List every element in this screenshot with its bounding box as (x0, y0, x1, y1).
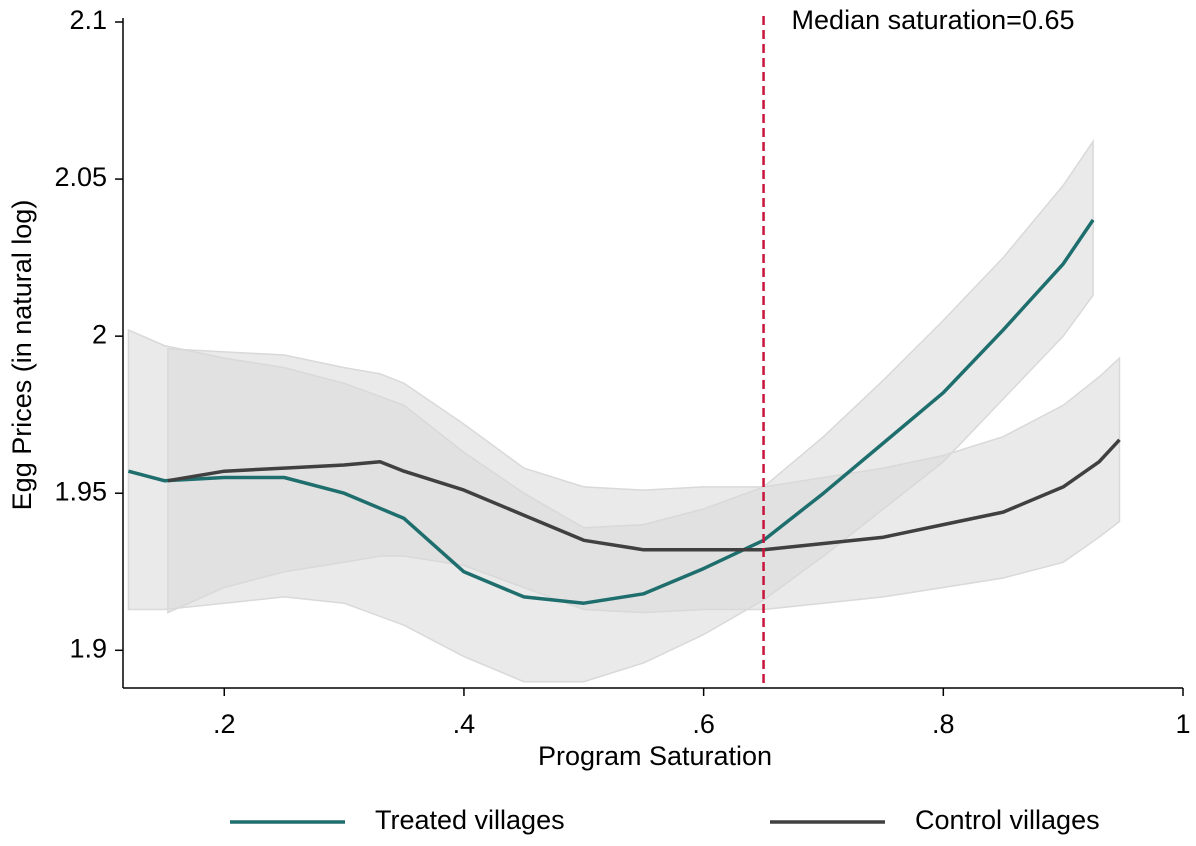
y-tick-label: 1.9 (69, 633, 107, 663)
y-tick-label: 2.05 (54, 162, 107, 192)
reference-label: Median saturation=0.65 (792, 5, 1075, 35)
x-tick-label: .8 (932, 709, 955, 739)
y-tick-label: 2 (92, 319, 107, 349)
confidence-band (167, 347, 1121, 614)
x-tick-label: .2 (213, 709, 236, 739)
x-tick-label: .4 (453, 709, 476, 739)
x-axis-title: Program Saturation (538, 741, 772, 771)
y-axis-title: Egg Prices (in natural log) (7, 200, 37, 511)
legend-label: Control villages (915, 805, 1100, 835)
series-line (127, 218, 1095, 605)
y-tick-label: 2.1 (69, 5, 107, 35)
x-tick-label: .6 (692, 709, 715, 739)
x-tick-label: 1 (1175, 709, 1190, 739)
legend-label: Treated villages (375, 805, 565, 835)
series-line (167, 438, 1121, 552)
y-tick-label: 1.95 (54, 476, 107, 506)
